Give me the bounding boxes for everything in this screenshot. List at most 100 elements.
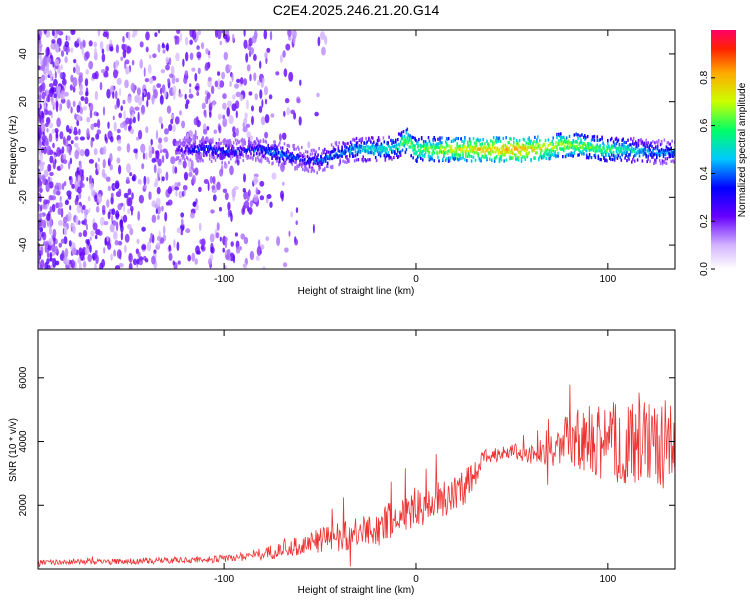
- spectrogram-signal-cell: [385, 154, 387, 158]
- spectrogram-signal-cell: [527, 146, 529, 150]
- spectrogram-signal-cell: [636, 151, 639, 155]
- spectrogram-signal-cell: [337, 145, 340, 149]
- spectrogram-signal-cell: [271, 147, 273, 151]
- spectrogram-signal-cell: [206, 136, 208, 140]
- spectrogram-noise-cell: [123, 192, 129, 199]
- spectrogram-signal-cell: [566, 145, 569, 149]
- spectrogram-signal-cell: [404, 150, 407, 154]
- spectrogram-signal-cell: [427, 136, 430, 140]
- spectrogram-signal-cell: [509, 157, 511, 161]
- spectrogram-noise-cell: [232, 131, 237, 138]
- spectrogram-signal-cell: [464, 136, 466, 140]
- spectrogram-signal-cell: [645, 138, 647, 142]
- spectrogram-signal-cell: [429, 155, 432, 159]
- spectrogram-signal-cell: [440, 141, 442, 145]
- spectrogram-signal-cell: [330, 150, 333, 154]
- spectrogram-signal-cell: [250, 156, 252, 160]
- spectrogram-signal-cell: [238, 140, 241, 144]
- spectrogram-signal-cell: [490, 148, 492, 152]
- spectrogram-signal-cell: [522, 147, 525, 151]
- spectrogram-signal-cell: [430, 146, 433, 150]
- snr-ytick-label: 4000: [18, 430, 29, 453]
- spectrogram-signal-cell: [644, 145, 647, 149]
- spectrogram-signal-cell: [486, 156, 488, 160]
- spectrogram-signal-cell: [182, 156, 184, 160]
- spectrogram-signal-cell: [238, 149, 241, 153]
- spectrogram-noise-cell: [243, 78, 248, 86]
- spectrogram-noise-cell: [160, 87, 163, 95]
- spectrogram-noise-cell: [66, 258, 70, 266]
- spectrogram-signal-cell: [262, 146, 265, 150]
- spectrogram-signal-cell: [582, 149, 584, 153]
- spectrogram-noise-cell: [198, 186, 202, 192]
- spectrogram-signal-cell: [309, 152, 312, 156]
- spectrogram-signal-cell: [423, 143, 426, 147]
- spectrogram-noise-cell: [94, 235, 98, 240]
- spectrogram-signal-cell: [504, 150, 506, 154]
- spectrogram-signal-cell: [418, 154, 420, 158]
- spectrogram-noise-cell: [56, 30, 61, 35]
- spectrogram-noise-cell: [42, 56, 48, 67]
- spectrogram-signal-cell: [518, 150, 521, 154]
- spectrogram-signal-cell: [255, 137, 258, 141]
- spectrogram-noise-cell: [44, 122, 49, 128]
- spectrogram-signal-cell: [382, 148, 385, 152]
- spectrogram-signal-cell: [400, 131, 403, 135]
- spectrogram-signal-cell: [551, 153, 553, 157]
- spectrogram-signal-cell: [254, 143, 256, 147]
- spectrogram-signal-cell: [464, 145, 466, 149]
- spectrogram-noise-cell: [187, 254, 192, 262]
- spectrogram-noise-cell: [92, 222, 98, 231]
- spectrogram-noise-cell: [242, 188, 246, 193]
- spectrogram-signal-cell: [299, 159, 301, 163]
- spectrogram-signal-cell: [619, 155, 622, 159]
- spectrogram-signal-cell: [551, 148, 553, 152]
- spectrogram-signal-cell: [296, 154, 298, 158]
- spectrogram-noise-cell: [72, 86, 76, 93]
- spectrogram-noise-cell: [39, 227, 44, 233]
- spectrogram-signal-cell: [196, 158, 198, 162]
- spectrogram-signal-cell: [657, 138, 660, 143]
- spectrogram-signal-cell: [325, 152, 327, 156]
- spectrogram-noise-cell: [107, 121, 110, 129]
- spectrogram-signal-cell: [439, 149, 441, 153]
- spectrogram-noise-cell: [208, 102, 213, 111]
- spectrogram-signal-cell: [183, 155, 185, 159]
- spectrogram-signal-cell: [661, 162, 664, 166]
- spectrogram-signal-cell: [344, 144, 346, 148]
- spectrogram-signal-cell: [489, 146, 491, 150]
- spectrogram-signal-cell: [497, 136, 500, 140]
- spectrogram-signal-cell: [433, 136, 435, 140]
- spectrogram-signal-cell: [627, 146, 629, 150]
- spectrogram-signal-cell: [384, 158, 387, 162]
- spectrogram-signal-cell: [566, 140, 569, 144]
- spectrogram-signal-cell: [300, 162, 302, 166]
- spectrogram-signal-cell: [368, 151, 370, 155]
- spectrogram-signal-cell: [445, 157, 448, 161]
- spectrogram-noise-cell: [45, 240, 49, 249]
- spectrogram-signal-cell: [662, 160, 665, 164]
- spectrogram-signal-cell: [233, 151, 236, 155]
- spectrogram-noise-cell: [224, 192, 229, 201]
- spectrogram-signal-cell: [482, 138, 484, 142]
- spectrogram-noise-cell: [150, 138, 153, 146]
- spectrogram-signal-cell: [563, 144, 566, 148]
- spectrogram-signal-cell: [274, 143, 276, 147]
- spectrogram-signal-cell: [530, 145, 532, 149]
- spectrogram-noise-cell: [254, 93, 258, 101]
- spectrogram-signal-cell: [468, 137, 471, 141]
- spectrogram-signal-cell: [209, 146, 212, 150]
- spectrogram-signal-cell: [622, 151, 624, 155]
- spectrogram-noise-cell: [103, 246, 106, 254]
- spectrogram-signal-cell: [307, 169, 310, 173]
- spectrogram-noise-cell: [288, 71, 294, 82]
- spectrogram-signal-cell: [212, 156, 215, 160]
- spectrogram-signal-cell: [181, 153, 183, 157]
- spectrogram-signal-cell: [234, 149, 237, 153]
- spectrogram-signal-cell: [422, 148, 425, 152]
- spectrogram-signal-cell: [387, 143, 389, 147]
- spectrogram-noise-cell: [85, 91, 89, 97]
- spectrogram-signal-cell: [302, 161, 305, 165]
- spectrogram-signal-cell: [373, 145, 376, 149]
- spectrogram-signal-cell: [431, 157, 434, 161]
